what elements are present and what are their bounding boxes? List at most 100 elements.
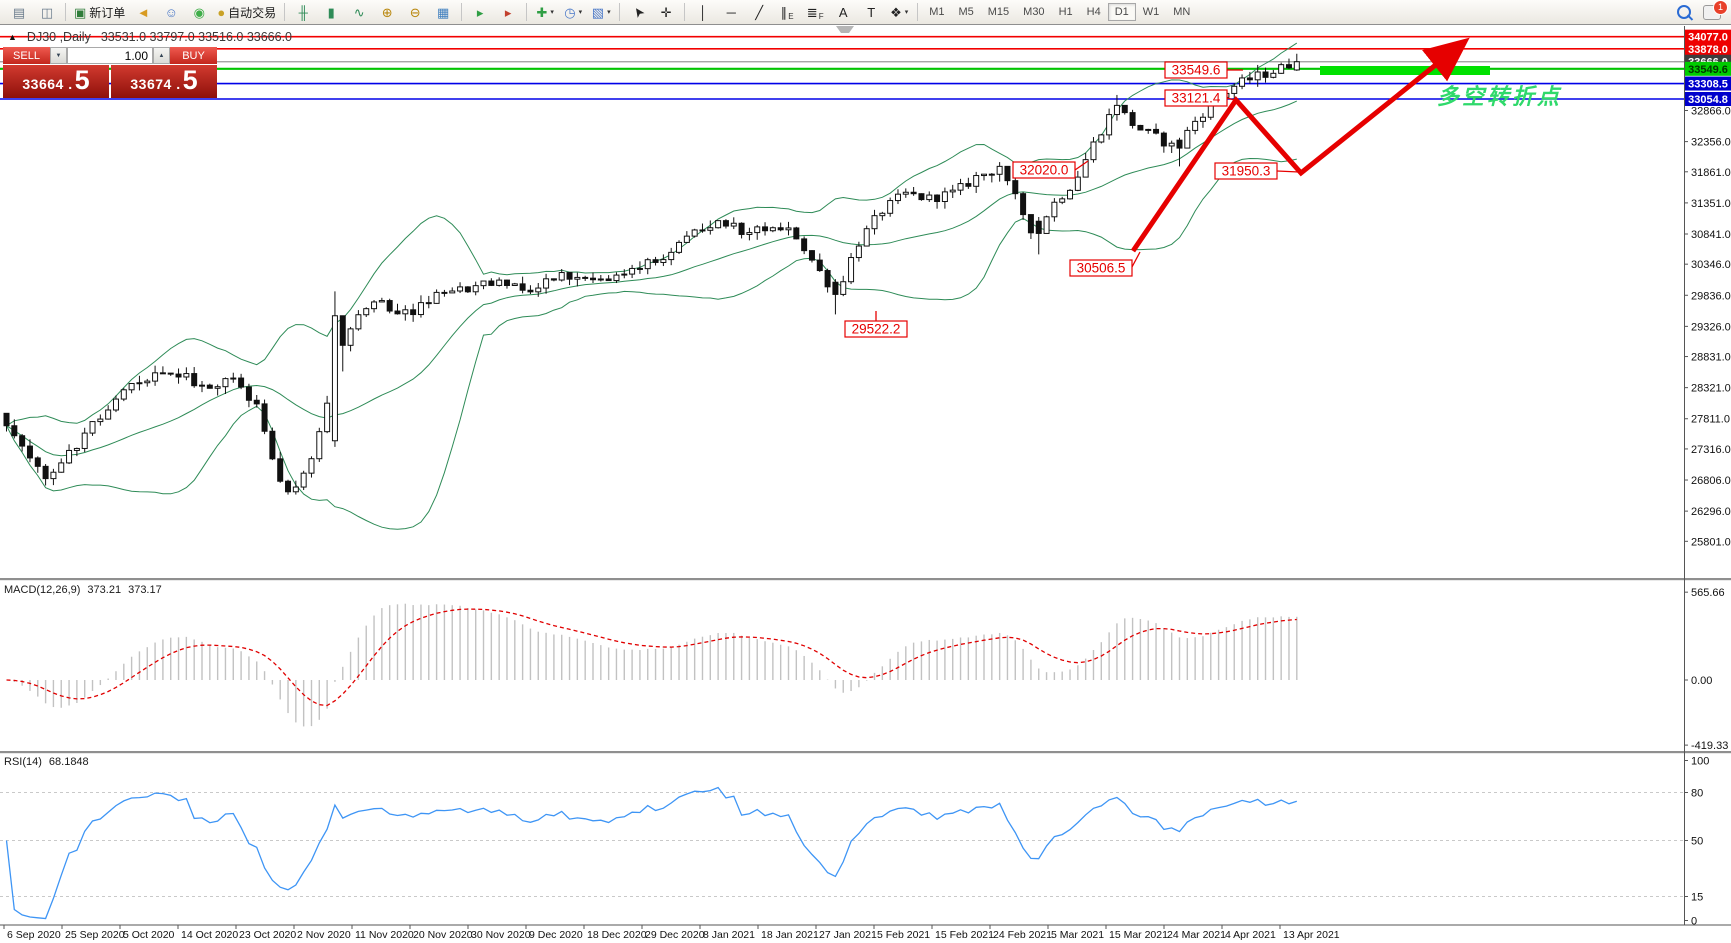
text-label-button[interactable]: T — [857, 1, 885, 23]
equidistant-channel-button[interactable]: ∥ E — [780, 4, 794, 21]
trendline-button[interactable]: ╱ — [745, 1, 773, 23]
sell-price-tile[interactable]: 33664 .5 — [3, 65, 109, 98]
notifications-button[interactable]: 1 — [1698, 0, 1728, 23]
price-chip: 34077.0 — [1685, 29, 1731, 44]
volume-input[interactable] — [67, 47, 153, 64]
toolbar-separator — [684, 3, 686, 21]
macd-tick: 0.00 — [1691, 675, 1712, 687]
sell-price: 33664 . — [22, 76, 73, 92]
chart-shift-button[interactable]: ▸ — [494, 1, 522, 23]
annotation-label[interactable]: 31950.3 — [1214, 162, 1300, 180]
date-label: 30 Nov 2020 — [471, 929, 531, 941]
fibonacci-button[interactable]: ≣ F — [806, 4, 824, 21]
chart-list-button[interactable]: ▤ — [5, 1, 33, 23]
search-button[interactable] — [1670, 1, 1698, 23]
text-label-icon: T — [867, 4, 876, 20]
arrows-tool-button[interactable]: ❖ ▾ — [885, 1, 913, 23]
chat-icon: 1 — [1703, 0, 1728, 20]
auto-scroll-icon: ▸ — [476, 4, 484, 20]
periods-button[interactable]: ◷ ▾ — [559, 1, 587, 23]
candlestick-chart-button[interactable]: ▮ — [317, 1, 345, 23]
price-tick: 31351.0 — [1691, 198, 1731, 210]
indicators-button[interactable]: ✚ ▾ — [531, 1, 559, 23]
date-label: 8 Jan 2021 — [703, 929, 755, 941]
cn-note-text[interactable]: 多空转折点 — [1437, 84, 1562, 109]
new-order-icon: ▣ — [74, 4, 87, 20]
date-label: 5 Mar 2021 — [1051, 929, 1104, 941]
one-click-trade-panel: SELL ▼ ▲ BUY 33664 .5 33674 .5 — [3, 47, 217, 98]
timeframe-button-M15[interactable]: M15 — [981, 3, 1016, 21]
timeframe-button-M30[interactable]: M30 — [1016, 3, 1051, 21]
tile-windows-icon: ▦ — [437, 4, 450, 20]
timeframe-button-H1[interactable]: H1 — [1052, 3, 1080, 21]
crosshair-button[interactable]: ✛ — [652, 1, 680, 23]
zoom-in-button[interactable]: ⊕ — [373, 1, 401, 23]
toolbar-separator — [526, 3, 528, 21]
timeframe-button-H4[interactable]: H4 — [1080, 3, 1108, 21]
macd-indicator — [6, 603, 1298, 727]
cursor-button[interactable]: ➤ — [624, 1, 652, 23]
zoom-out-icon: ⊖ — [409, 4, 421, 20]
horizontal-line-button[interactable]: ─ — [717, 1, 745, 23]
new-order-button[interactable]: ▣ 新订单 — [70, 1, 129, 23]
data-preview-button[interactable]: ◫ — [33, 1, 61, 23]
toolbar-separator — [619, 3, 621, 21]
line-chart-button[interactable]: ∿ — [345, 1, 373, 23]
macd-tick: 565.66 — [1691, 587, 1725, 599]
timeframe-button-D1[interactable]: D1 — [1107, 3, 1136, 21]
date-label: 29 Dec 2020 — [645, 929, 705, 941]
annotation-label[interactable]: 30506.5 — [1069, 251, 1141, 277]
annotation-label[interactable]: 33549.6 — [1164, 61, 1243, 79]
date-label: 18 Dec 2020 — [587, 929, 647, 941]
auto-scroll-button[interactable]: ▸ — [466, 1, 494, 23]
date-label: 15 Mar 2021 — [1109, 929, 1168, 941]
rsi-tick: 50 — [1691, 836, 1703, 848]
date-label: 25 Sep 2020 — [65, 929, 125, 941]
rsi-tick: 15 — [1691, 892, 1703, 904]
timeframe-button-M1[interactable]: M1 — [922, 3, 951, 21]
timeframe-button-MN[interactable]: MN — [1166, 3, 1197, 21]
date-label: 9 Dec 2020 — [529, 929, 583, 941]
signals-button[interactable]: ◉ — [185, 1, 213, 23]
price-tick: 30346.0 — [1691, 259, 1731, 271]
auto-trading-button[interactable]: ● 自动交易 — [213, 1, 280, 23]
text-button[interactable]: A — [829, 1, 857, 23]
price-tick: 32356.0 — [1691, 137, 1731, 149]
templates-icon: ▧ — [591, 4, 605, 20]
tile-windows-button[interactable]: ▦ — [429, 1, 457, 23]
support-zone[interactable] — [1320, 66, 1490, 75]
zoom-out-button[interactable]: ⊖ — [401, 1, 429, 23]
vertical-line-button[interactable]: │ — [689, 1, 717, 23]
chart-shift-icon: ▸ — [504, 4, 512, 20]
svg-text:33308.5: 33308.5 — [1688, 79, 1728, 91]
timeframe-button-W1[interactable]: W1 — [1136, 3, 1167, 21]
sell-button[interactable]: SELL — [3, 47, 50, 64]
rsi-label: RSI(14) 68.1848 — [4, 756, 89, 768]
volume-decrease-button[interactable]: ▼ — [50, 47, 67, 64]
auto-trading-icon: ● — [217, 4, 226, 20]
annotation-label[interactable]: 32020.0 — [1012, 160, 1089, 179]
market-watch-button[interactable]: ☺ — [157, 1, 185, 23]
buy-price-tile[interactable]: 33674 .5 — [111, 65, 217, 98]
alerts-button[interactable]: ◄ — [129, 1, 157, 23]
svg-text:32020.0: 32020.0 — [1020, 163, 1069, 178]
date-label: 23 Oct 2020 — [239, 929, 296, 941]
timeframe-button-M5[interactable]: M5 — [951, 3, 980, 21]
annotation-label[interactable]: 33121.4 — [1164, 89, 1239, 107]
date-label: 13 Apr 2021 — [1283, 929, 1340, 941]
auto-trading-label: 自动交易 — [228, 5, 277, 20]
alerts-icon: ◄ — [136, 4, 150, 20]
market-watch-icon: ☺ — [164, 4, 178, 20]
trend-arrow[interactable] — [1130, 37, 1470, 253]
vertical-line-icon: │ — [699, 4, 708, 20]
templates-button[interactable]: ▧ ▾ — [587, 1, 615, 23]
text-icon: A — [838, 4, 848, 20]
splitter-grip[interactable] — [836, 26, 854, 33]
annotation-label[interactable]: 29522.2 — [844, 311, 908, 338]
bar-chart-button[interactable]: ╫ — [289, 1, 317, 23]
buy-button[interactable]: BUY — [170, 47, 217, 64]
data-preview-icon: ◫ — [40, 4, 54, 20]
price-tick: 29326.0 — [1691, 321, 1731, 333]
volume-increase-button[interactable]: ▲ — [153, 47, 170, 64]
